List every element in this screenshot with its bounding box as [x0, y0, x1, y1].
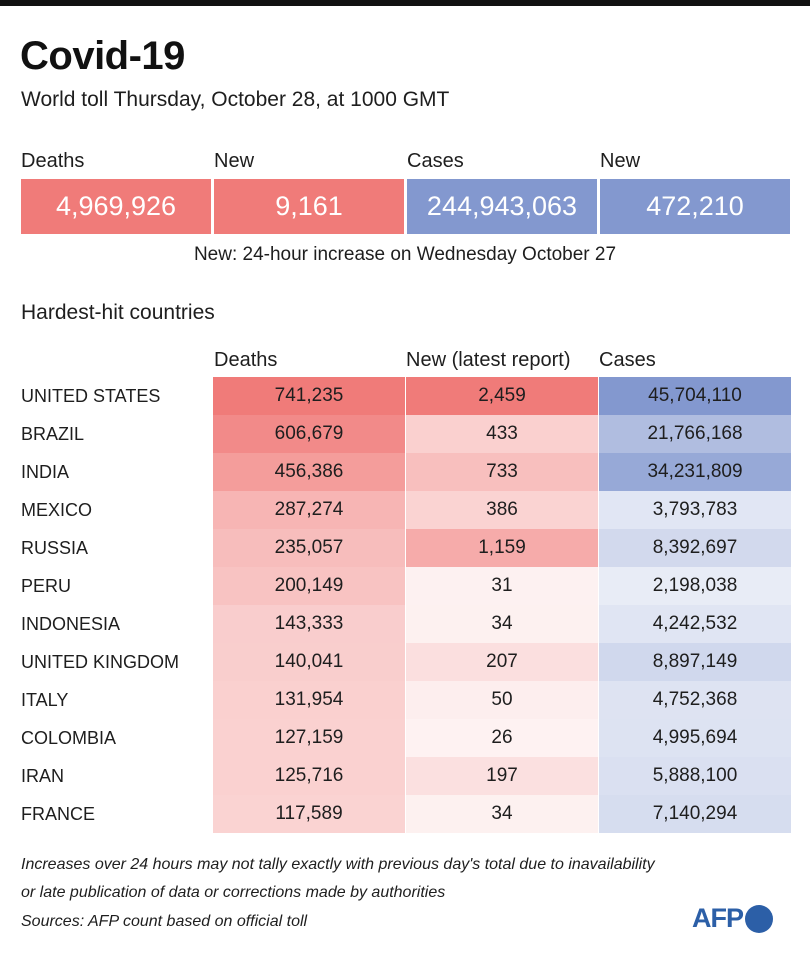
summary-note: New: 24-hour increase on Wednesday Octob… [193, 244, 617, 265]
country-name: INDONESIA [21, 614, 121, 634]
afp-logo-dot-icon [745, 904, 773, 933]
summary-value-deaths: 4,969,926 [21, 179, 211, 234]
deaths-cell: 741,235 [213, 377, 405, 415]
deaths-cell: 131,954 [213, 681, 405, 719]
cases-cell: 3,793,783 [599, 491, 791, 529]
afp-logo-text: AFP [692, 903, 744, 933]
new-deaths-cell: 197 [406, 757, 598, 795]
new-deaths-cell: 50 [406, 681, 598, 719]
table-row: FRANCE 117,589 34 7,140,294 [0, 795, 810, 833]
table-row: UNITED KINGDOM 140,041 207 8,897,149 [0, 643, 810, 681]
new-deaths-cell: 34 [406, 795, 598, 833]
table-row: PERU 200,149 31 2,198,038 [0, 567, 810, 605]
country-name: FRANCE [21, 804, 96, 824]
cases-cell: 8,392,697 [599, 529, 791, 567]
country-name: MEXICO [21, 500, 93, 520]
cases-cell: 8,897,149 [599, 643, 791, 681]
deaths-cell: 456,386 [213, 453, 405, 491]
new-deaths-cell: 207 [406, 643, 598, 681]
new-deaths-cell: 433 [406, 415, 598, 453]
country-name: BRAZIL [21, 424, 85, 444]
deaths-cell: 125,716 [213, 757, 405, 795]
new-deaths-cell: 26 [406, 719, 598, 757]
summary-label-new-deaths: New [214, 150, 255, 172]
cases-cell: 4,242,532 [599, 605, 791, 643]
footnote-line-1: Increases over 24 hours may not tally ex… [21, 856, 655, 873]
country-name: PERU [21, 576, 72, 596]
table-row: INDONESIA 143,333 34 4,242,532 [0, 605, 810, 643]
cases-cell: 7,140,294 [599, 795, 791, 833]
section-title: Hardest-hit countries [21, 301, 215, 324]
column-header-deaths: Deaths [214, 349, 278, 371]
country-name: UNITED KINGDOM [21, 652, 180, 672]
summary-value-new-deaths: 9,161 [214, 179, 404, 234]
cases-cell: 45,704,110 [599, 377, 791, 415]
summary-label-deaths: Deaths [21, 150, 85, 172]
cases-cell: 4,995,694 [599, 719, 791, 757]
column-header-new: New (latest report) [406, 349, 571, 371]
cases-cell: 21,766,168 [599, 415, 791, 453]
deaths-cell: 606,679 [213, 415, 405, 453]
country-name: COLOMBIA [21, 728, 117, 748]
summary-value-cases: 244,943,063 [407, 179, 597, 234]
new-deaths-cell: 2,459 [406, 377, 598, 415]
deaths-cell: 200,149 [213, 567, 405, 605]
summary-value-new-cases: 472,210 [600, 179, 790, 234]
table-row: RUSSIA 235,057 1,159 8,392,697 [0, 529, 810, 567]
new-deaths-cell: 31 [406, 567, 598, 605]
country-name: IRAN [21, 766, 65, 786]
table-row: INDIA 456,386 733 34,231,809 [0, 453, 810, 491]
deaths-cell: 140,041 [213, 643, 405, 681]
table-row: COLOMBIA 127,159 26 4,995,694 [0, 719, 810, 757]
table-row: BRAZIL 606,679 433 21,766,168 [0, 415, 810, 453]
summary-label-cases: Cases [407, 150, 464, 172]
column-header-cases: Cases [599, 349, 656, 371]
table-row: ITALY 131,954 50 4,752,368 [0, 681, 810, 719]
cases-cell: 5,888,100 [599, 757, 791, 795]
deaths-cell: 127,159 [213, 719, 405, 757]
afp-logo: AFP [692, 903, 773, 934]
deaths-cell: 143,333 [213, 605, 405, 643]
deaths-cell: 117,589 [213, 795, 405, 833]
table-row: IRAN 125,716 197 5,888,100 [0, 757, 810, 795]
new-deaths-cell: 733 [406, 453, 598, 491]
country-name: ITALY [21, 690, 69, 710]
summary-label-new-cases: New [600, 150, 641, 172]
country-name: RUSSIA [21, 538, 89, 558]
deaths-cell: 235,057 [213, 529, 405, 567]
footnote-line-2: or late publication of data or correctio… [21, 884, 446, 901]
table-row: MEXICO 287,274 386 3,793,783 [0, 491, 810, 529]
table-row: UNITED STATES 741,235 2,459 45,704,110 [0, 377, 810, 415]
page-title: Covid-19 [20, 34, 185, 78]
page-subtitle: World toll Thursday, October 28, at 1000… [21, 88, 450, 111]
country-name: UNITED STATES [21, 386, 161, 406]
country-name: INDIA [21, 462, 70, 482]
new-deaths-cell: 34 [406, 605, 598, 643]
cases-cell: 4,752,368 [599, 681, 791, 719]
sources-note: Sources: AFP count based on official tol… [21, 913, 308, 930]
new-deaths-cell: 386 [406, 491, 598, 529]
top-rule [0, 0, 810, 6]
cases-cell: 34,231,809 [599, 453, 791, 491]
deaths-cell: 287,274 [213, 491, 405, 529]
cases-cell: 2,198,038 [599, 567, 791, 605]
new-deaths-cell: 1,159 [406, 529, 598, 567]
